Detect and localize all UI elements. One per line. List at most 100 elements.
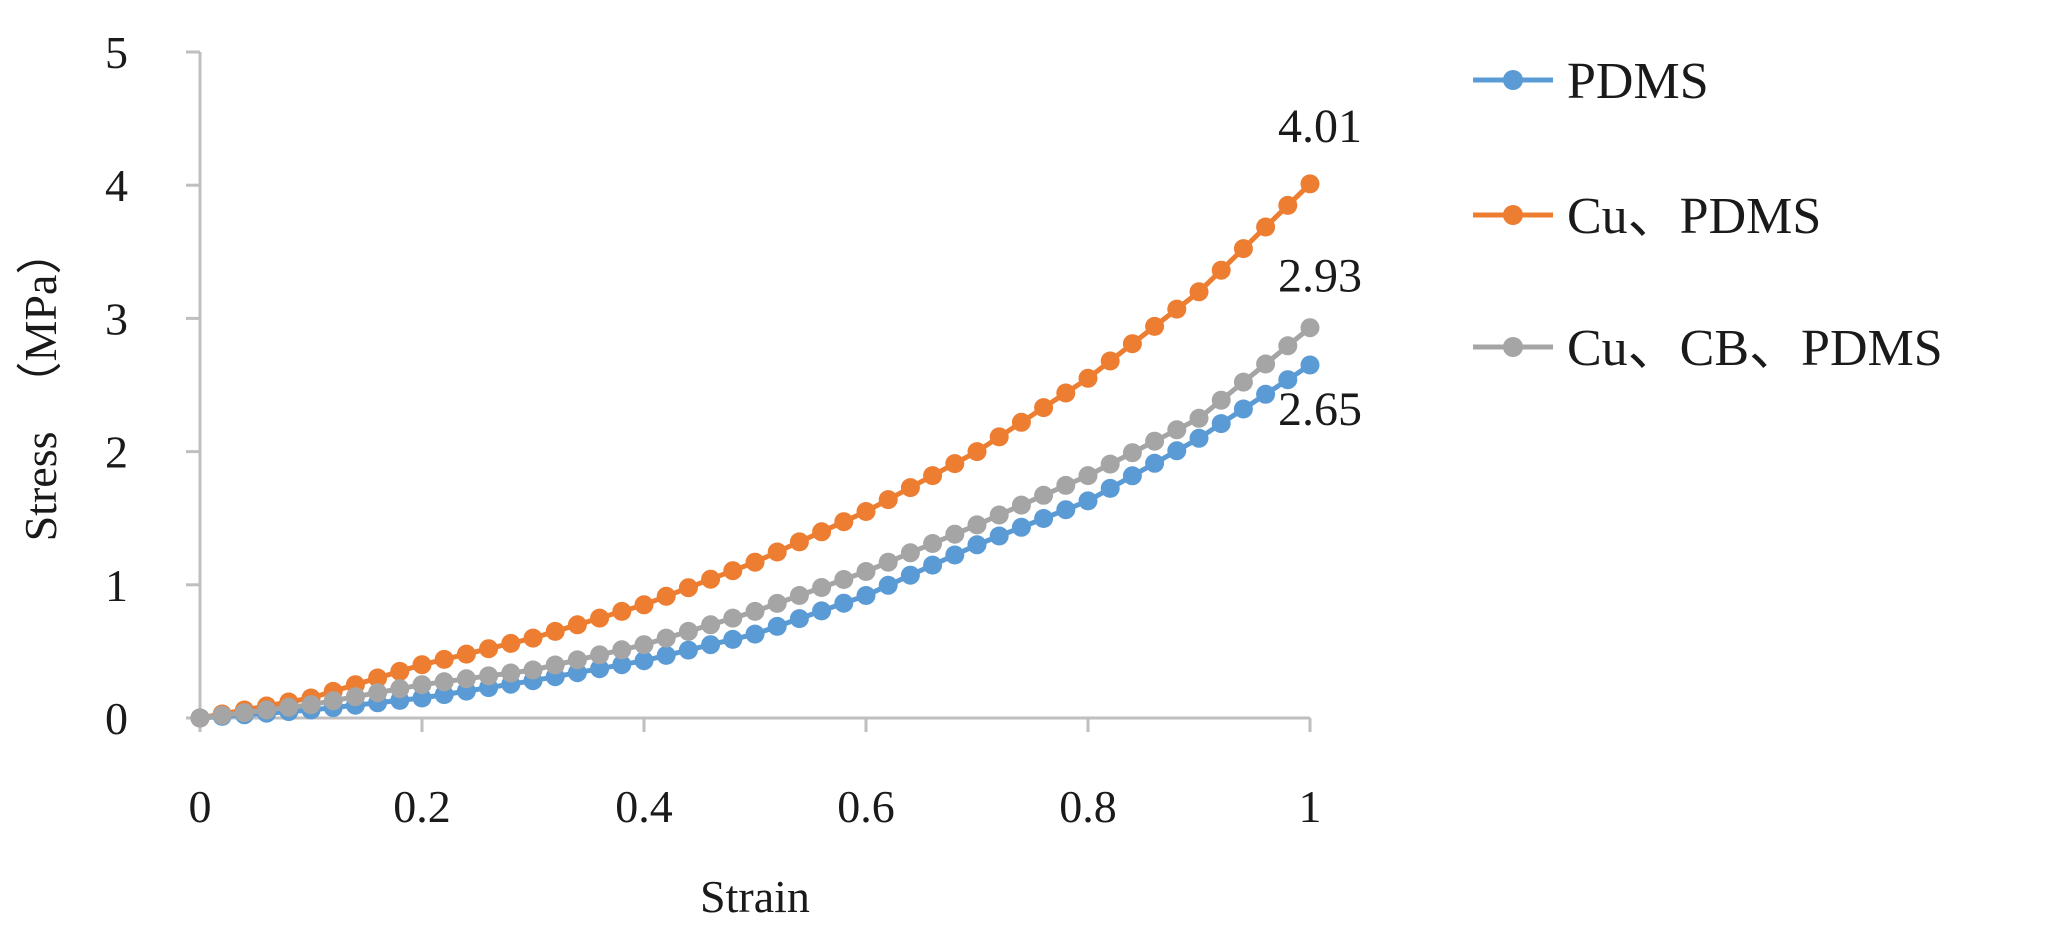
data-point [989,427,1009,447]
x-tick-label: 1 [1299,781,1322,832]
data-point [701,615,721,635]
data-point [190,708,210,728]
data-point [456,644,476,664]
data-point [1233,372,1253,392]
data-point [1100,478,1120,498]
data-point [1256,217,1276,237]
y-axis-title: Stress （MPa） [15,229,66,542]
data-point [767,542,787,562]
data-point [1167,299,1187,319]
x-tick-label: 0.2 [393,781,451,832]
legend-label: PDMS [1567,53,1709,110]
data-point [789,532,809,552]
data-point [1034,509,1054,528]
data-point [1078,368,1098,388]
data-label: 2.93 [1278,250,1362,303]
data-point [723,629,743,649]
data-point [967,515,987,535]
data-point [368,683,388,703]
data-point [390,679,410,699]
data-point [678,578,698,598]
data-point [412,688,432,708]
data-point [301,695,321,715]
data-point [1211,414,1231,434]
data-point [701,569,721,589]
data-point [856,586,876,605]
data-point [945,454,965,474]
y-tick-label: 5 [105,27,128,78]
data-point [234,703,254,723]
data-label: 4.01 [1278,100,1362,153]
data-point [523,660,543,680]
data-point [1211,260,1231,280]
data-point [856,502,876,521]
data-point [1078,466,1098,486]
data-point [634,595,654,615]
data-point [434,672,454,692]
legend-item: Cu、PDMS [1473,188,1821,245]
data-point [1011,412,1031,432]
data-point [1034,398,1054,418]
data-point [834,512,854,532]
y-axis-title-text: Stress [15,432,66,542]
series-1 [190,174,1320,728]
series-0 [190,355,1320,728]
data-point [745,601,765,621]
data-point [1078,491,1098,511]
data-point [501,663,521,683]
data-point [634,651,654,671]
data-point [923,534,943,553]
x-tick-label: 0.8 [1059,781,1117,832]
data-point [1145,431,1165,451]
data-point [678,621,698,641]
y-tick-label: 0 [105,693,128,744]
legend-label: Cu、PDMS [1567,188,1821,245]
data-point [812,578,832,597]
data-point [590,659,610,679]
data-point [1011,495,1031,515]
data-point [1189,282,1209,302]
data-point [456,669,476,689]
series-layer [190,174,1320,728]
data-point [1145,316,1165,336]
data-point [856,562,876,581]
data-point [1145,453,1165,473]
data-point [612,655,632,675]
data-point [545,621,565,641]
data-point [1278,195,1298,215]
data-point [1122,334,1142,354]
data-point [878,552,898,572]
data-labels-layer: 2.65 4.01 2.93 [1278,100,1362,436]
data-point [989,505,1009,525]
data-point [656,645,676,665]
x-tick-label: 0.6 [837,781,895,832]
data-point [701,635,721,655]
data-point [1189,428,1209,448]
data-point [745,624,765,644]
data-point [390,661,410,681]
y-tick-label: 1 [105,560,128,611]
legend: PDMS Cu、PDMS Cu、CB、PDMS [1473,53,1943,377]
data-point [1278,370,1298,390]
legend-label: Cu、CB、PDMS [1567,320,1943,377]
data-point [834,570,854,589]
data-point [590,608,610,628]
data-point [945,545,965,565]
data-point [1122,466,1142,486]
data-point [945,524,965,544]
data-point [923,466,943,486]
data-point [900,565,920,585]
data-point [723,608,743,628]
data-point [1056,500,1076,520]
data-point [545,655,565,675]
data-point [1167,420,1187,440]
series-line [199,362,1312,721]
data-point [923,555,943,575]
data-point [767,616,787,636]
y-tick-label: 2 [105,427,128,478]
data-point [878,575,898,595]
data-point [368,668,388,688]
legend-swatch-marker [1503,337,1523,357]
